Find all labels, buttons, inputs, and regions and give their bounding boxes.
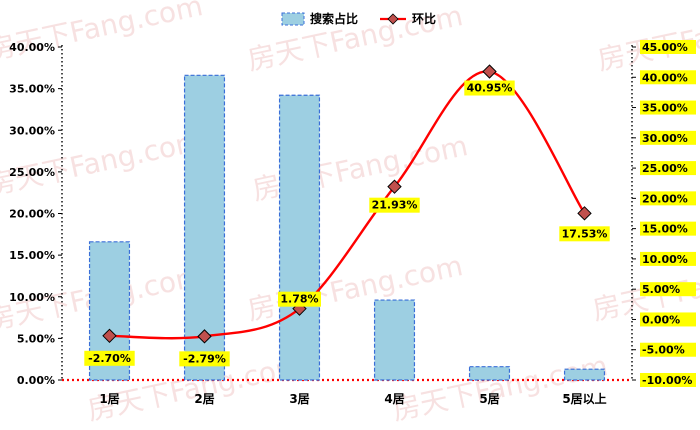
data-label-bg — [179, 351, 230, 367]
data-label: 1.78% — [280, 293, 318, 306]
right-axis-tick-label-bg — [640, 342, 696, 357]
x-axis-tick-label: 2居 — [194, 392, 214, 406]
right-axis-tick-label-bg — [640, 373, 696, 387]
line-point-4 — [387, 179, 402, 194]
watermark-text: 房天下Fang.com — [0, 0, 206, 67]
right-axis-tick-label-bg — [640, 312, 696, 327]
right-axis-tick-label: 5.00% — [642, 283, 680, 296]
watermark-text: 房天下Fang.com — [595, 0, 700, 77]
legend-marker — [387, 13, 399, 25]
bar-3 — [278, 94, 321, 381]
axes-layer: 0.00% 5.00% 10.00% 15.00% 20.00% 25.00% 30.00%… — [9, 40, 696, 406]
right-axis-tick-label-bg — [640, 251, 696, 266]
left-axis-tick-label: 10.00% — [9, 291, 55, 304]
left-axis-tick-label: 35.00% — [9, 83, 55, 96]
legend-label-line: 环比 — [412, 11, 436, 26]
legend-label-bar: 搜索占比 — [310, 11, 358, 26]
right-axis-tick-label-bg — [640, 191, 696, 206]
left-axis-tick-label: 40.00% — [9, 41, 55, 54]
x-axis-tick-label: 5居以上 — [562, 391, 606, 406]
data-label: 17.53% — [562, 227, 608, 240]
line-point-2 — [197, 329, 212, 344]
watermark-text: 房天下Fang.com — [390, 349, 611, 426]
legend-swatch-bar — [281, 12, 305, 26]
left-axis-tick-label: 5.00% — [17, 332, 55, 345]
left-axis-tick-label: 20.00% — [9, 208, 55, 221]
right-axis-tick-label: 15.00% — [642, 223, 688, 236]
left-axis-tick-label: 15.00% — [9, 249, 55, 262]
watermark-text: 房天下Fang.com — [245, 249, 466, 327]
data-label: 40.95% — [467, 82, 513, 95]
left-axis-tick-label: 25.00% — [9, 166, 55, 179]
right-axis-tick-label: 25.00% — [642, 162, 688, 175]
data-label-bg — [369, 197, 420, 213]
right-axis-tick-label: 45.00% — [642, 41, 688, 54]
right-axis-tick-label: -10.00% — [642, 374, 692, 387]
right-axis-tick-label: 20.00% — [642, 192, 688, 205]
right-axis-tick-label: 0.00% — [642, 313, 680, 326]
x-axis-tick-label: 1居 — [99, 392, 119, 406]
right-axis-tick-label: 35.00% — [642, 102, 688, 115]
right-axis-tick-label-bg — [640, 70, 696, 85]
right-axis-tick-label: 30.00% — [642, 132, 688, 145]
labels-layer: -2.70% -2.79% 1.78% 21.93% 40.95% 17.53% — [84, 80, 610, 367]
x-axis-tick-label: 4居 — [384, 392, 404, 406]
right-axis-tick-label: -5.00% — [642, 344, 685, 357]
right-axis-tick-label-bg — [640, 282, 696, 297]
x-axis-tick-label: 5居 — [479, 392, 499, 406]
line-point-5 — [482, 64, 497, 79]
right-axis-tick-label-bg — [640, 40, 696, 54]
data-label: -2.79% — [183, 352, 226, 365]
data-label-bg — [278, 291, 321, 307]
bar-6 — [563, 368, 606, 381]
bar-4 — [373, 299, 416, 381]
data-label: -2.70% — [88, 352, 131, 365]
line-point-6 — [577, 206, 592, 221]
left-axis-tick-label: 30.00% — [9, 124, 55, 137]
right-axis-tick-label: 10.00% — [642, 253, 688, 266]
right-axis-tick-label: 40.00% — [642, 71, 688, 84]
data-label-bg — [84, 350, 135, 366]
x-axis-tick-label: 3居 — [289, 392, 309, 406]
data-label-bg — [464, 80, 515, 96]
bar-5 — [468, 366, 511, 381]
right-axis-tick-label-bg — [640, 130, 696, 145]
right-axis-tick-label-bg — [640, 100, 696, 115]
legend: 搜索占比 环比 — [281, 11, 436, 26]
bars-layer — [88, 74, 606, 381]
data-label: 21.93% — [372, 199, 418, 212]
left-axis-tick-label: 0.00% — [17, 374, 55, 387]
right-axis-tick-label-bg — [640, 221, 696, 236]
data-label-bg — [559, 226, 610, 242]
right-axis-tick-label-bg — [640, 161, 696, 176]
line-point-1 — [102, 328, 117, 344]
